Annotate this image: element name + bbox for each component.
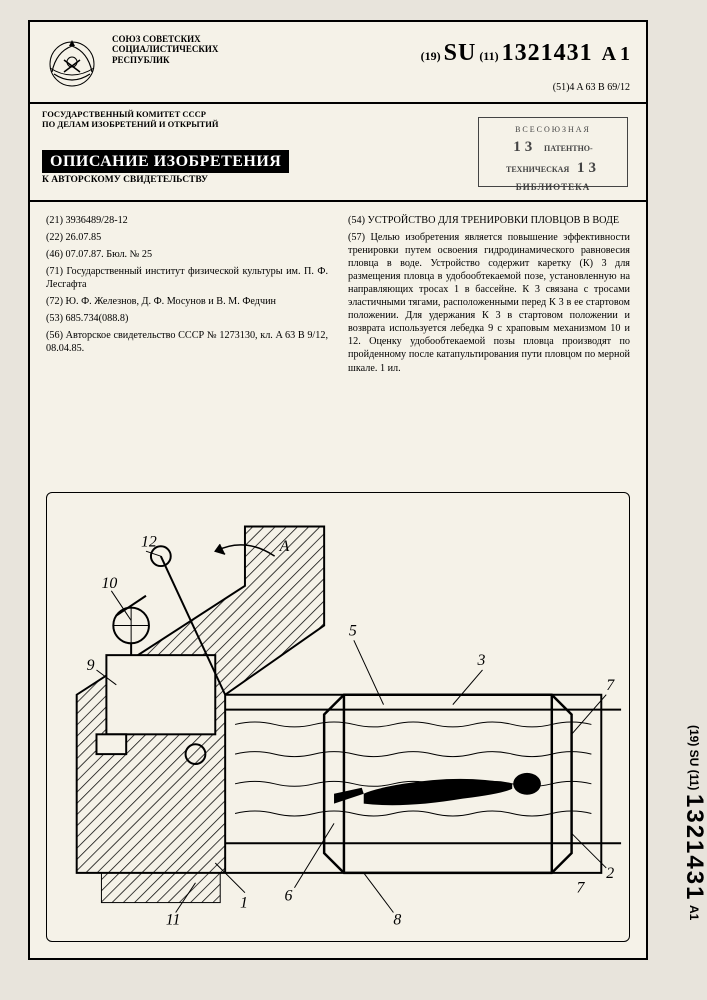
callout-11: 11 — [166, 911, 181, 928]
callout-6: 6 — [285, 888, 293, 905]
callout-2: 2 — [606, 865, 614, 882]
publication-number: (19) SU (11) 1321431 A 1 — [421, 40, 630, 67]
inv-title-text: УСТРОЙСТВО ДЛЯ ТРЕНИРОВКИ ПЛОВЦОВ В ВОДЕ — [368, 215, 620, 226]
stamp-l4: БИБЛИОТЕКА — [483, 181, 623, 194]
union-name: СОЮЗ СОВЕТСКИХ СОЦИАЛИСТИЧЕСКИХ РЕСПУБЛИ… — [112, 34, 218, 65]
field-56: (56) Авторское свидетельство СССР № 1273… — [46, 329, 328, 355]
title-block: ОПИСАНИЕ ИЗОБРЕТЕНИЯ К АВТОРСКОМУ СВИДЕТ… — [42, 150, 289, 185]
invention-title: (54) УСТРОЙСТВО ДЛЯ ТРЕНИРОВКИ ПЛОВЦОВ В… — [348, 214, 630, 227]
ussr-emblem-icon — [42, 32, 102, 92]
kind-code: A 1 — [602, 43, 630, 65]
side-pub-number: (19) SU (11) 1321431 A1 — [683, 20, 705, 960]
abstract: (57) Целью изобретения является повышени… — [348, 231, 630, 375]
country-code: SU — [444, 40, 477, 66]
ipc-classification: (51)4 A 63 B 69/12 — [553, 82, 630, 93]
callout-7b: 7 — [577, 880, 586, 897]
callout-12: 12 — [141, 533, 157, 550]
field-53: (53) 685.734(088.8) — [46, 312, 328, 325]
callout-7a: 7 — [606, 677, 615, 694]
side-pre: (19) SU (11) — [687, 725, 701, 790]
callout-5: 5 — [349, 622, 357, 639]
stamp-l2: 13 ПАТЕНТНО- ТЕХНИЧЕСКАЯ 13 — [483, 137, 623, 179]
label-19: (19) — [421, 49, 441, 63]
ipc-code: A 63 B 69/12 — [576, 82, 630, 93]
abstract-text: Целью изобретения является повышение эфф… — [348, 232, 630, 373]
field-71: (71) Государственный институт физической… — [46, 265, 328, 291]
library-stamp: ВСЕСОЮЗНАЯ 13 ПАТЕНТНО- ТЕХНИЧЕСКАЯ 13 Б… — [478, 117, 628, 187]
title-main: ОПИСАНИЕ ИЗОБРЕТЕНИЯ — [42, 150, 289, 173]
callout-10: 10 — [101, 575, 117, 592]
body: (21) 3936489/28-12 (22) 26.07.85 (46) 07… — [30, 202, 646, 387]
callout-3: 3 — [477, 652, 486, 669]
header: СОЮЗ СОВЕТСКИХ СОЦИАЛИСТИЧЕСКИХ РЕСПУБЛИ… — [30, 22, 646, 202]
field-72: (72) Ю. Ф. Железнов, Д. Ф. Мосунов и В. … — [46, 295, 328, 308]
field-22: (22) 26.07.85 — [46, 231, 328, 244]
label-51: (51)4 — [553, 82, 575, 93]
field-46: (46) 07.07.87. Бюл. № 25 — [46, 248, 328, 261]
callout-1: 1 — [240, 895, 248, 912]
pub-number: 1321431 — [502, 40, 593, 66]
callout-8: 8 — [393, 911, 401, 928]
side-number: 1321431 — [680, 794, 707, 901]
divider — [30, 102, 646, 104]
label-11: (11) — [479, 49, 498, 63]
field-21: (21) 3936489/28-12 — [46, 214, 328, 227]
callout-9: 9 — [87, 657, 95, 674]
committee-name: ГОСУДАРСТВЕННЫЙ КОМИТЕТ СССР ПО ДЕЛАМ ИЗ… — [42, 110, 218, 130]
title-subtitle: К АВТОРСКОМУ СВИДЕТЕЛЬСТВУ — [42, 175, 289, 185]
label-54: (54) — [348, 215, 365, 226]
figure: 12 10 9 A 5 3 7 2 7 6 8 1 11 — [46, 492, 630, 942]
side-suf: A1 — [687, 905, 701, 920]
callout-A: A — [279, 538, 290, 555]
stamp-l1: ВСЕСОЮЗНАЯ — [483, 124, 623, 135]
right-column: (54) УСТРОЙСТВО ДЛЯ ТРЕНИРОВКИ ПЛОВЦОВ В… — [338, 214, 630, 379]
left-column: (21) 3936489/28-12 (22) 26.07.85 (46) 07… — [46, 214, 338, 379]
label-57: (57) — [348, 232, 365, 243]
patent-page: СОЮЗ СОВЕТСКИХ СОЦИАЛИСТИЧЕСКИХ РЕСПУБЛИ… — [28, 20, 648, 960]
